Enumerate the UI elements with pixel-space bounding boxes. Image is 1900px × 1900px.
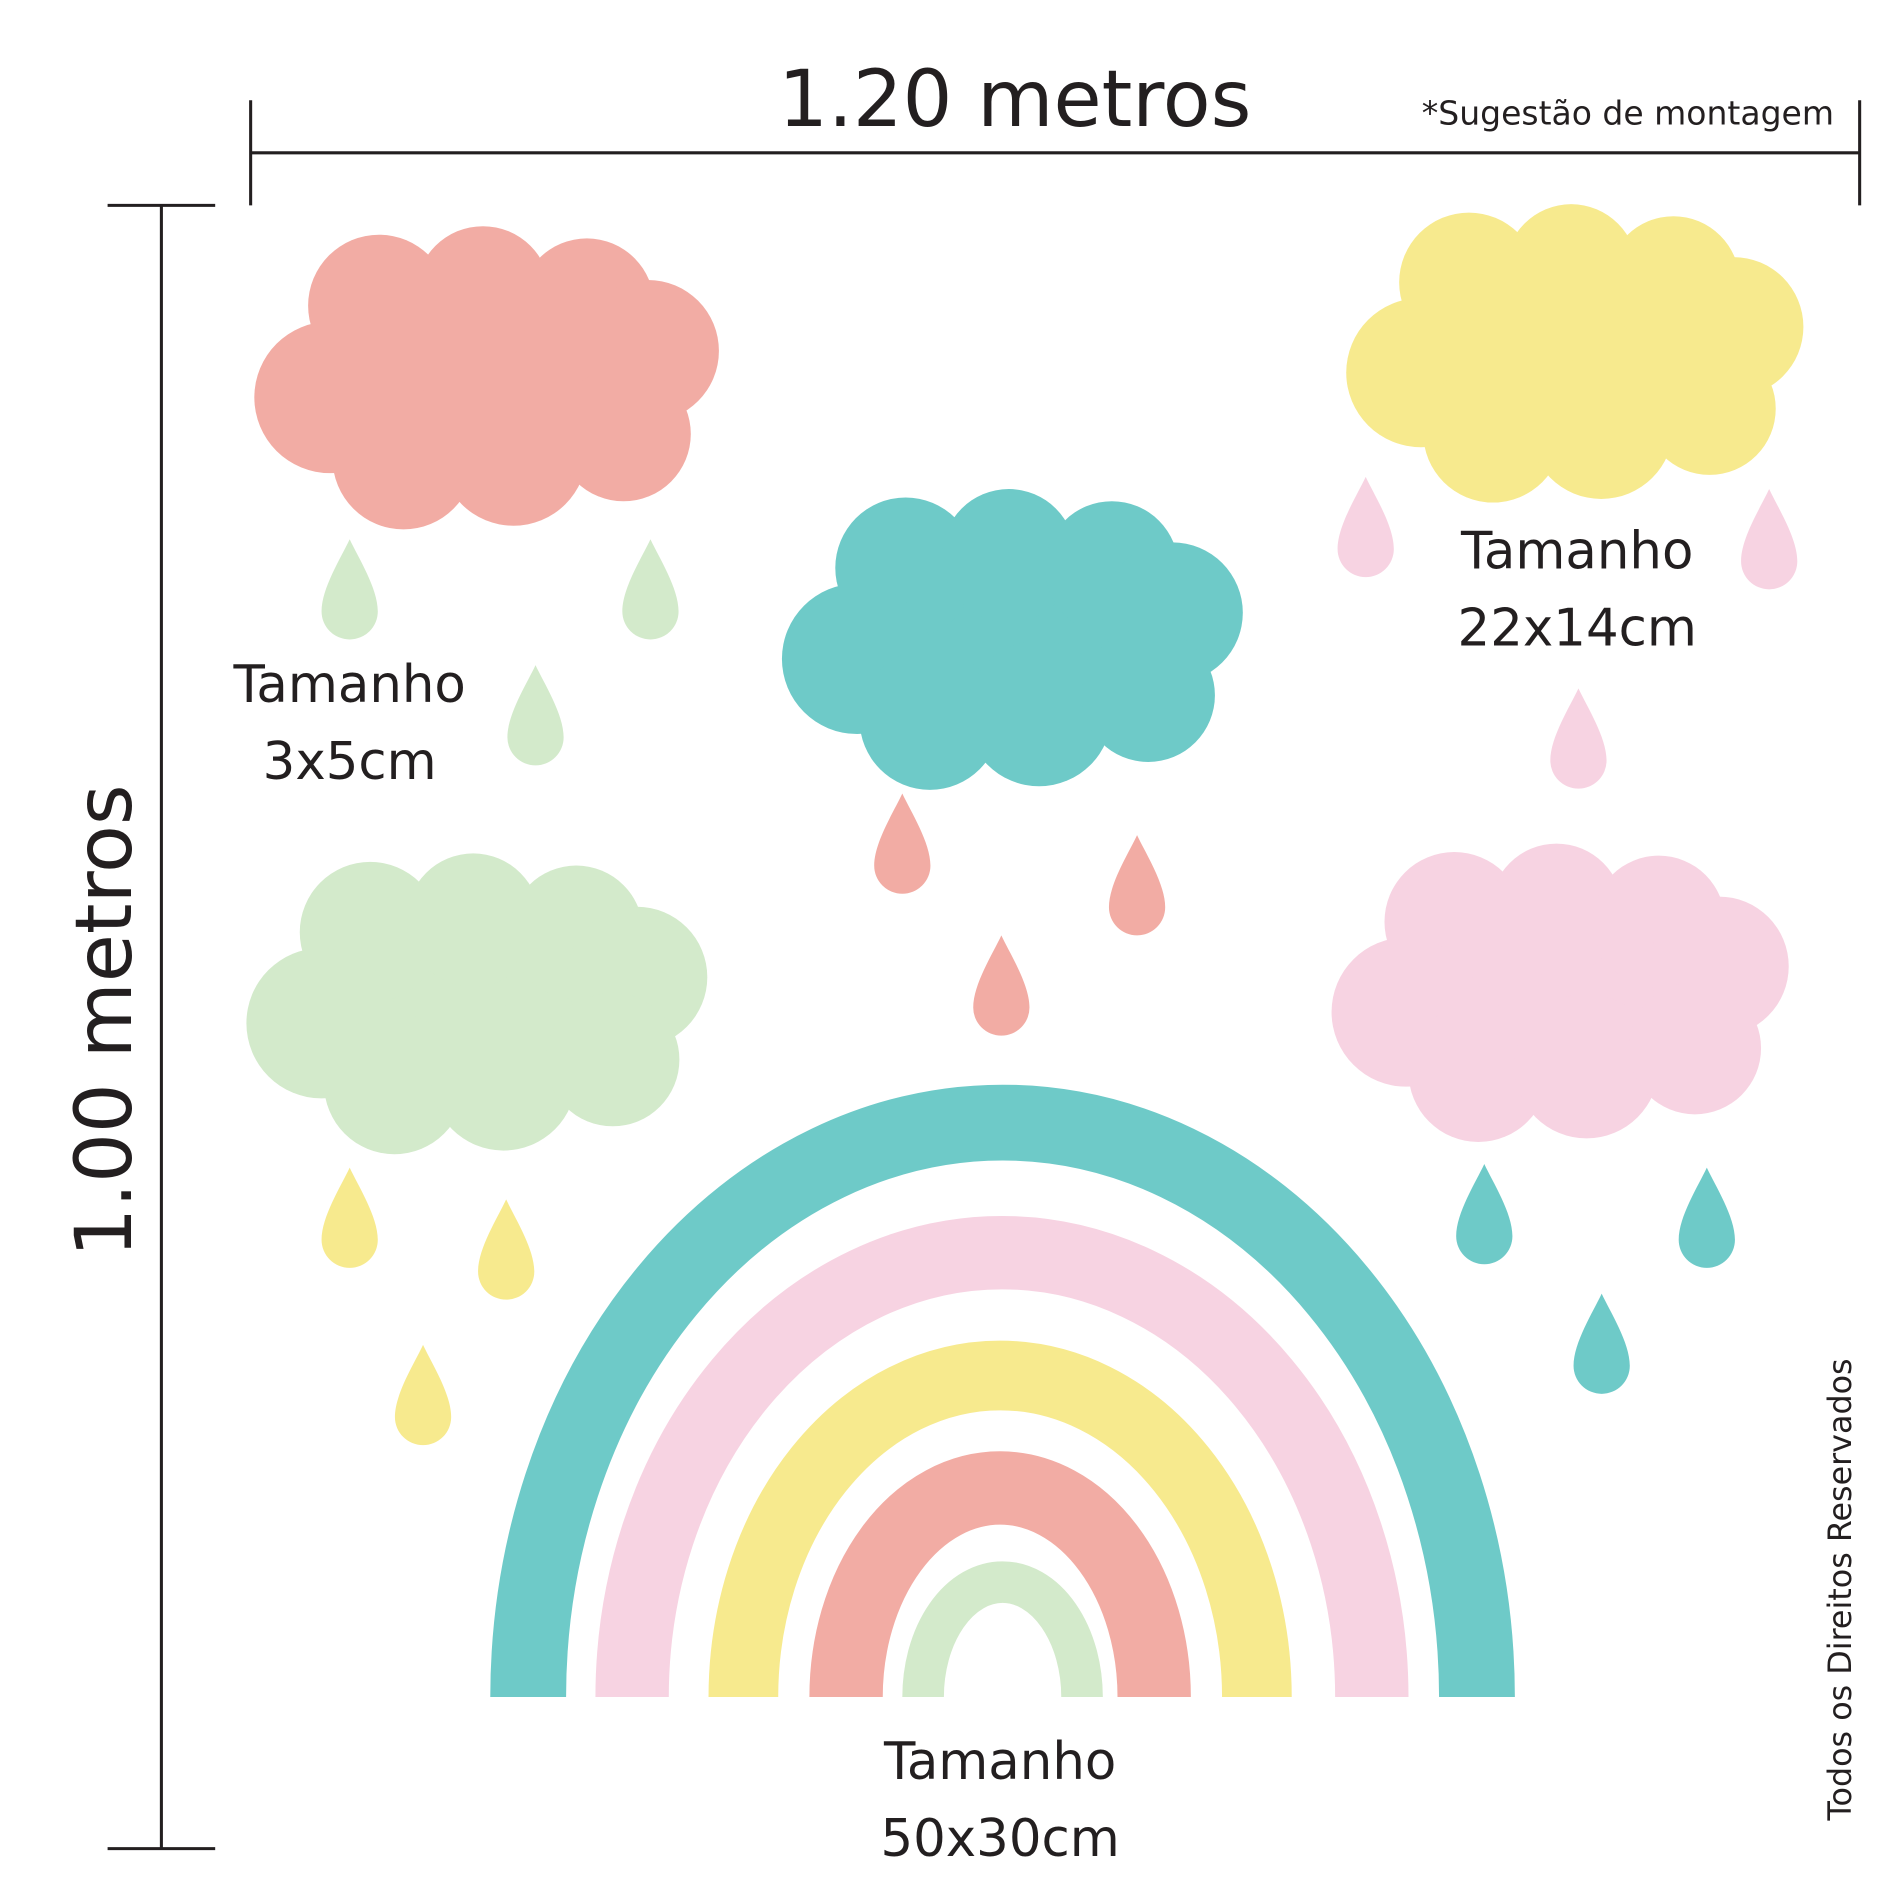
cloud	[781, 489, 1243, 790]
size-value: 22x14cm	[1458, 599, 1697, 659]
size-title: Tamanho	[1460, 522, 1693, 582]
size-title: Tamanho	[233, 655, 466, 715]
cloud	[1331, 843, 1789, 1142]
size-value: 3x5cm	[263, 732, 437, 792]
size-title: Tamanho	[883, 1732, 1116, 1792]
drops	[1456, 1163, 1735, 1394]
drops	[874, 793, 1166, 1036]
size-value: 50x30cm	[880, 1809, 1119, 1869]
copyright: Todos os Direitos Reservados	[1823, 1358, 1859, 1821]
rainbow	[490, 1084, 1515, 1698]
note: *Sugestão de montagem	[1422, 94, 1834, 133]
cloud	[254, 226, 719, 530]
height-label: 1.00 metros	[59, 784, 150, 1257]
cloud	[1346, 204, 1804, 503]
cloud	[246, 853, 708, 1155]
drops	[321, 1167, 535, 1446]
dimension-lines	[107, 100, 1862, 1851]
width-label: 1.20 metros	[778, 54, 1251, 145]
